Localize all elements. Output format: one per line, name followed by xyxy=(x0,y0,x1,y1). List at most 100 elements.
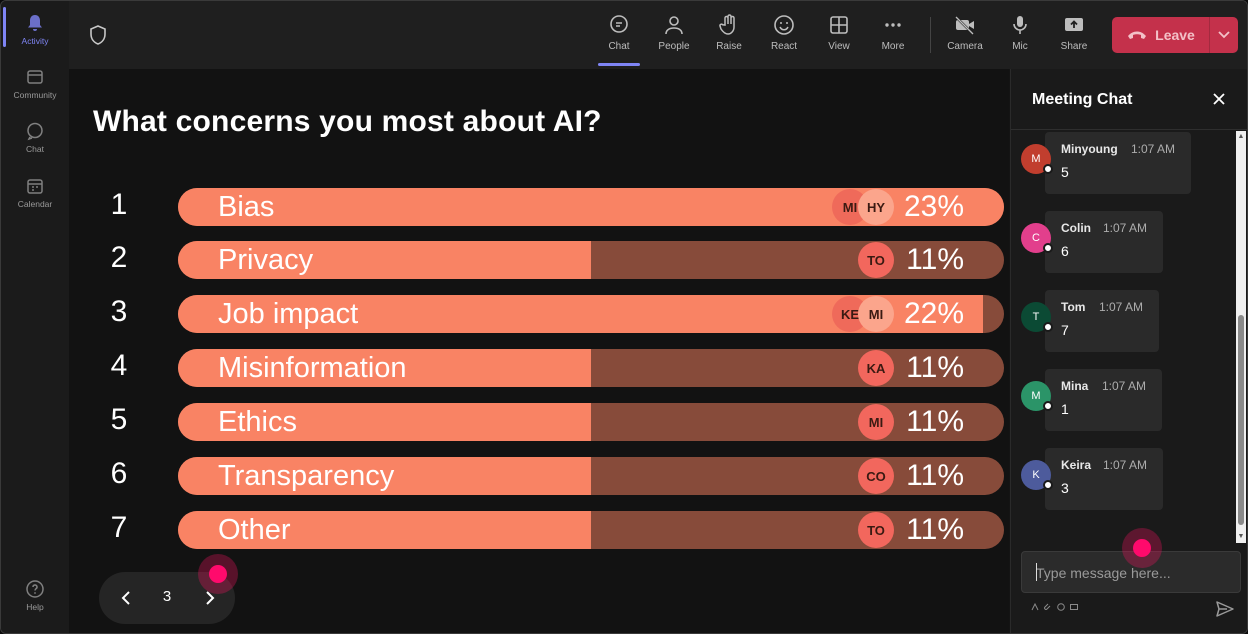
option-label: Privacy xyxy=(218,244,314,276)
result-bar: Other TO 11% xyxy=(178,511,1004,549)
toolbar-share-button[interactable]: Share xyxy=(1047,13,1101,52)
rail-item-label: Activity xyxy=(21,36,49,46)
voter-avatar: HY xyxy=(858,189,894,225)
option-number: 5 xyxy=(110,403,128,436)
rail-item-chat[interactable]: Chat xyxy=(1,121,69,154)
mic-icon xyxy=(1013,16,1027,34)
chevron-right-icon xyxy=(206,591,215,605)
poll-option-row: 7 Other TO 11% xyxy=(69,509,1009,549)
ellipsis-icon xyxy=(885,23,901,27)
toolbar-label: Raise xyxy=(716,41,742,52)
scroll-down-arrow[interactable]: ▼ xyxy=(1237,533,1245,540)
message-bubble[interactable]: Keira 1:07 AM 3 xyxy=(1045,448,1163,510)
bell-icon xyxy=(28,15,42,31)
toolbar-more-button[interactable]: More xyxy=(866,13,920,52)
message-bubble[interactable]: Tom 1:07 AM 7 xyxy=(1045,290,1159,352)
result-bar: Misinformation KA 11% xyxy=(178,349,1004,387)
option-label: Transparency xyxy=(218,460,395,492)
message-time: 1:07 AM xyxy=(1099,300,1144,314)
presence-status-icon xyxy=(1043,322,1053,332)
message-input[interactable] xyxy=(1022,552,1238,594)
toolbar-label: Chat xyxy=(608,41,630,52)
rail-item-community[interactable]: Community xyxy=(1,67,69,100)
toolbar-raise-button[interactable]: Raise xyxy=(702,13,756,52)
option-number: 3 xyxy=(110,295,128,328)
emoji-icon[interactable] xyxy=(1057,603,1065,611)
voter-avatar: KA xyxy=(858,350,894,386)
chat-icon xyxy=(27,122,43,141)
attach-icon[interactable] xyxy=(1044,603,1052,611)
shield-icon[interactable] xyxy=(89,25,107,45)
sender-name: Mina xyxy=(1061,379,1089,393)
toolbar-label: Share xyxy=(1060,41,1088,52)
message-bubble[interactable]: Minyoung 1:07 AM 5 xyxy=(1045,132,1191,194)
rail-item-label: Chat xyxy=(26,144,44,154)
toolbar-label: React xyxy=(770,41,798,52)
presence-status-icon xyxy=(1043,164,1053,174)
click-indicator xyxy=(198,554,238,594)
option-percent: 23% xyxy=(903,190,964,223)
message-text: 3 xyxy=(1061,480,1069,496)
toolbar-people-button[interactable]: People xyxy=(647,13,701,52)
scrollbar-thumb[interactable] xyxy=(1238,315,1244,525)
leave-label: Leave xyxy=(1155,27,1195,43)
poll-question: What concerns you most about AI? xyxy=(93,105,602,138)
toolbar-react-button[interactable]: React xyxy=(757,13,811,52)
option-percent: 22% xyxy=(903,297,964,330)
voter-avatar: TO xyxy=(858,512,894,548)
leave-options-button[interactable] xyxy=(1209,17,1238,53)
option-percent: 11% xyxy=(906,459,964,492)
message-time: 1:07 AM xyxy=(1103,458,1148,472)
result-bar-fill xyxy=(178,349,591,387)
message-bubble[interactable]: Mina 1:07 AM 1 xyxy=(1045,369,1162,431)
rail-item-label: Community xyxy=(13,90,57,100)
leave-button-main[interactable]: Leave xyxy=(1112,17,1210,53)
leave-button[interactable]: Leave xyxy=(1112,17,1238,53)
poll-option-row: 1 Bias MI HY 23% xyxy=(69,186,1009,226)
option-number: 1 xyxy=(110,188,128,221)
chat-title: Meeting Chat xyxy=(1032,91,1133,108)
poll-option-row: 3 Job impact KE MI 22% xyxy=(69,293,1009,333)
toolbar-chat-button[interactable]: Chat xyxy=(592,13,646,66)
share-icon xyxy=(1065,18,1083,31)
poll-option-row: 4 Misinformation KA 11% xyxy=(69,347,1009,387)
voter-avatar: CO xyxy=(858,458,894,494)
previous-page-button[interactable] xyxy=(114,586,138,610)
close-icon[interactable] xyxy=(1209,89,1229,109)
toolbar-mic-button[interactable]: Mic xyxy=(993,13,1047,52)
send-icon[interactable] xyxy=(1215,599,1235,619)
page-number: 3 xyxy=(162,588,172,605)
chat-composer[interactable] xyxy=(1021,551,1241,594)
scroll-up-arrow[interactable]: ▲ xyxy=(1237,133,1245,140)
gif-icon[interactable] xyxy=(1070,603,1078,611)
poll-option-row: 5 Ethics MI 11% xyxy=(69,401,1009,441)
poll-results: What concerns you most about AI? 1 Bias MI… xyxy=(69,69,1009,633)
next-page-button[interactable] xyxy=(198,586,222,610)
result-bar: Bias MI HY 23% xyxy=(178,188,1004,226)
chat-scrollbar[interactable]: ▲ ▼ xyxy=(1236,131,1246,543)
grid-icon xyxy=(830,16,848,34)
option-percent: 11% xyxy=(906,405,964,438)
result-bar: Transparency CO 11% xyxy=(178,457,1004,495)
result-bar: Job impact KE MI 22% xyxy=(178,295,1004,333)
help-icon xyxy=(26,580,44,598)
option-label: Misinformation xyxy=(218,352,407,384)
rail-item-label: Calendar xyxy=(17,199,53,209)
rail-item-activity[interactable]: Activity xyxy=(1,13,69,46)
chat-header: Meeting Chat xyxy=(1011,69,1247,130)
toolbar-view-button[interactable]: View xyxy=(812,13,866,52)
meeting-toolbar: Chat People Raise React View More Camera xyxy=(69,1,1247,69)
click-indicator xyxy=(1122,528,1162,568)
chevron-down-icon xyxy=(1218,31,1230,39)
result-bar-fill xyxy=(178,403,591,441)
calendar-icon xyxy=(27,179,43,194)
format-icon[interactable] xyxy=(1031,603,1039,611)
poll-option-row: 6 Transparency CO 11% xyxy=(69,455,1009,495)
smile-icon xyxy=(774,15,794,35)
presence-status-icon xyxy=(1043,243,1053,253)
sender-name: Colin xyxy=(1061,221,1091,235)
rail-item-calendar[interactable]: Calendar xyxy=(1,176,69,209)
toolbar-camera-button[interactable]: Camera xyxy=(938,13,992,52)
message-bubble[interactable]: Colin 1:07 AM 6 xyxy=(1045,211,1163,273)
rail-item-help[interactable]: Help xyxy=(1,579,69,612)
